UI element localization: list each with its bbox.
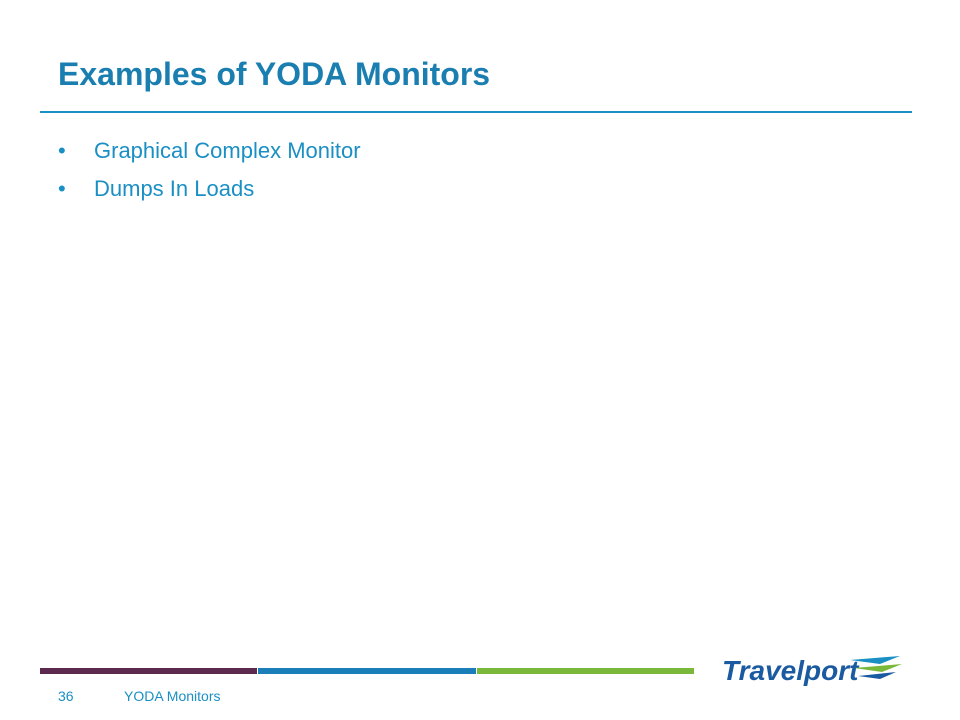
footer-label: YODA Monitors [124,688,221,704]
logo-text: Travelport [722,655,860,686]
logo-swoosh [854,664,902,672]
footer-bar [40,668,257,674]
bullet: Dumps In Loads [58,174,361,212]
logo-swoosh [850,656,900,664]
logo: Travelport [722,655,902,686]
logo-swoosh [858,672,896,679]
footer-bar [477,668,694,674]
bullet: Graphical Complex Monitor [58,136,361,174]
slide-title: Examples of YODA Monitors [58,56,491,92]
footer-bar [258,668,476,674]
bullet-list: Graphical Complex Monitor Dumps In Loads [58,136,361,212]
title-rule [40,111,912,113]
page-number: 36 [58,688,74,704]
